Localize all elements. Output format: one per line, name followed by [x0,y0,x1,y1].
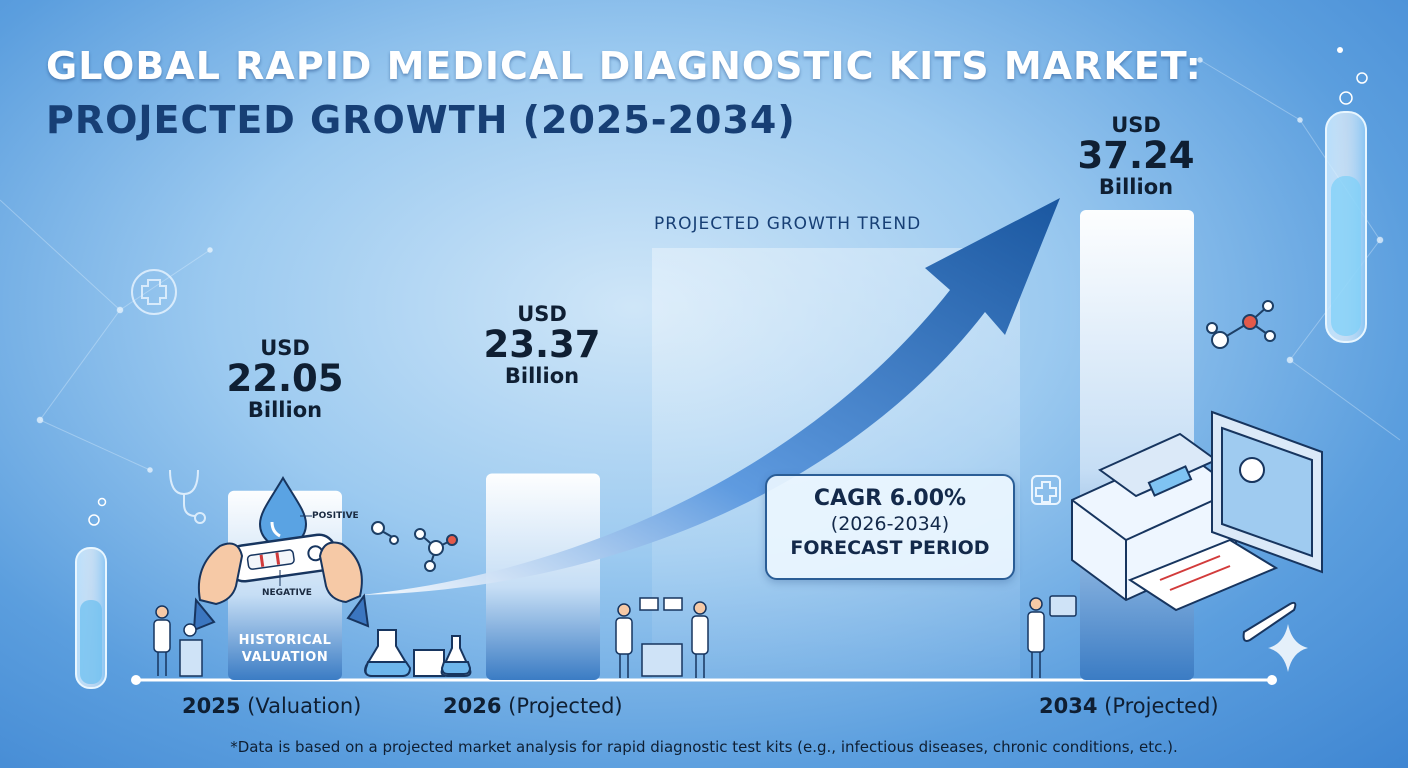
rapid-test-kit-icon [192,476,370,632]
molecule-icon [1206,300,1276,349]
lab-analyzer-icon [1071,432,1297,642]
axis-start-dot [131,675,141,685]
chart-title-line1: GLOBAL RAPID MEDICAL DIAGNOSTIC KITS MAR… [46,44,1202,88]
doctor-icon [153,605,203,677]
value-number: 23.37 [483,323,601,366]
historical-valuation-label: HISTORICAL VALUATION [238,633,332,665]
x-tick-note: (Projected) [508,694,623,718]
x-tick-label-2025: 2025 (Valuation) [182,694,361,718]
doctor-icon [615,597,709,678]
growth-trend-arrow [360,198,1060,595]
cagr-value: CAGR 6.00% [813,486,967,511]
currency-label: USD [517,302,567,326]
x-tick-year: 2026 [443,694,502,718]
bar-value-label-2034: USD 37.24 Billion [1046,113,1226,199]
chart-title-line2: PROJECTED GROWTH (2025-2034) [46,98,796,142]
value-number: 22.05 [226,357,344,400]
unit-label: Billion [504,364,580,388]
doctor-icon [1027,595,1077,678]
growth-trend-label: PROJECTED GROWTH TREND [654,214,922,234]
molecule-icon [371,521,458,572]
currency-label: USD [1111,113,1161,137]
x-tick-year: 2034 [1039,694,1098,718]
value-number: 37.24 [1077,134,1195,177]
x-tick-year: 2025 [182,694,241,718]
unit-label: Billion [247,398,323,422]
medical-cross-icon [1031,475,1061,505]
currency-label: USD [260,336,310,360]
negative-label: NEGATIVE [262,588,312,598]
medical-cross-icon [131,269,177,315]
positive-label: POSITIVE [312,511,359,521]
test-tube-icon [1325,47,1368,343]
cagr-period: (2026-2034) [830,513,950,535]
bar-value-label-2026: USD 23.37 Billion [452,302,632,388]
test-tube-icon [75,497,107,689]
stethoscope-icon [169,469,206,524]
unit-label: Billion [1098,175,1174,199]
flask-icon [364,629,472,677]
x-tick-label-2034: 2034 (Projected) [1039,694,1219,718]
footnote: *Data is based on a projected market ana… [230,738,1178,756]
monitor-icon [1211,410,1323,574]
cagr-callout: CAGR 6.00% (2026-2034) FORECAST PERIOD [765,474,1015,580]
sparkle-icon [1268,624,1308,672]
x-tick-note: (Projected) [1104,694,1219,718]
x-tick-note: (Valuation) [247,694,362,718]
axis-end-dot [1267,675,1277,685]
bar-2026 [486,473,600,680]
cagr-forecast-label: FORECAST PERIOD [790,537,990,559]
x-tick-label-2026: 2026 (Projected) [443,694,623,718]
bar-value-label-2025: USD 22.05 Billion [195,336,375,422]
